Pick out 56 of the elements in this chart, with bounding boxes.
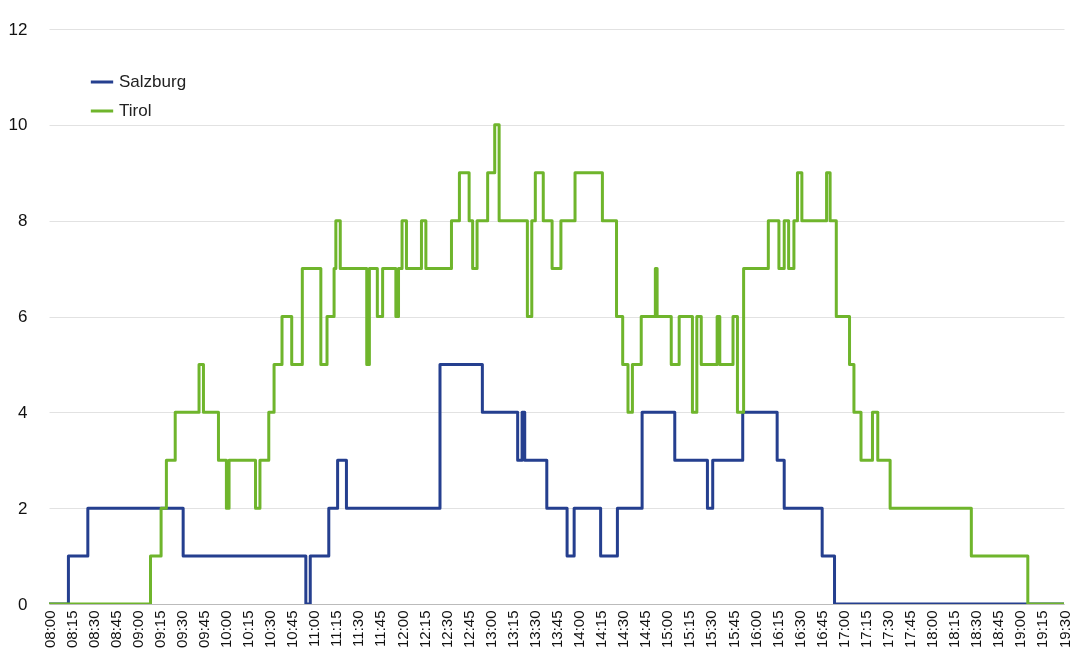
x-tick-label: 10:30 xyxy=(261,610,279,649)
x-tick-label: 12:45 xyxy=(459,610,477,649)
x-tick-label: 15:45 xyxy=(724,610,742,649)
x-tick-label: 11:15 xyxy=(327,610,345,647)
legend-label: Salzburg xyxy=(119,72,187,91)
x-tick-label: 12:15 xyxy=(415,610,433,649)
x-tick-label: 11:45 xyxy=(371,610,389,647)
x-tick-label: 17:00 xyxy=(834,610,852,649)
x-tick-label: 16:30 xyxy=(790,610,808,649)
x-tick-label: 15:00 xyxy=(658,610,676,649)
x-tick-label: 10:45 xyxy=(283,610,301,649)
x-tick-label: 09:30 xyxy=(172,610,190,649)
x-tick-label: 16:45 xyxy=(812,610,830,649)
x-tick-label: 18:45 xyxy=(989,610,1007,649)
x-tick-label: 11:30 xyxy=(349,610,367,647)
x-tick-label: 15:15 xyxy=(680,610,698,649)
x-tick-label: 15:30 xyxy=(702,610,720,649)
x-tick-label: 08:45 xyxy=(106,610,124,649)
x-tick-label: 09:15 xyxy=(150,610,168,649)
x-tick-label: 12:30 xyxy=(437,610,455,649)
x-tick-label: 17:15 xyxy=(856,610,874,649)
x-tick-label: 12:00 xyxy=(393,610,411,649)
x-tick-label: 19:15 xyxy=(1033,610,1051,649)
x-tick-label: 14:15 xyxy=(592,610,610,649)
x-tick-label: 18:15 xyxy=(945,610,963,649)
x-tick-label: 13:15 xyxy=(503,610,521,649)
x-tick-label: 13:30 xyxy=(525,610,543,649)
y-tick-label: 4 xyxy=(18,402,28,422)
x-tick-label: 10:00 xyxy=(217,610,235,649)
x-tick-label: 14:45 xyxy=(636,610,654,649)
y-tick-label: 12 xyxy=(8,19,28,39)
y-tick-label: 8 xyxy=(18,211,28,231)
x-tick-label: 14:30 xyxy=(614,610,632,649)
x-tick-label: 14:00 xyxy=(570,610,588,649)
x-tick-label: 17:45 xyxy=(901,610,919,649)
x-tick-label: 16:15 xyxy=(768,610,786,649)
x-tick-label: 19:00 xyxy=(1011,610,1029,649)
x-tick-label: 13:00 xyxy=(481,610,499,649)
x-tick-label: 18:30 xyxy=(967,610,985,649)
x-tick-label: 19:30 xyxy=(1055,610,1073,649)
x-tick-label: 08:00 xyxy=(40,610,58,649)
x-tick-label: 08:30 xyxy=(84,610,102,649)
x-tick-label: 08:15 xyxy=(62,610,80,649)
x-tick-label: 18:00 xyxy=(923,610,941,649)
x-tick-label: 09:00 xyxy=(128,610,146,649)
x-tick-label: 16:00 xyxy=(746,610,764,649)
legend-label: Tirol xyxy=(119,101,152,120)
x-tick-label: 10:15 xyxy=(239,610,257,649)
x-tick-label: 11:00 xyxy=(305,610,323,647)
x-tick-label: 17:30 xyxy=(878,610,896,649)
y-tick-label: 2 xyxy=(18,498,28,518)
x-tick-label: 09:45 xyxy=(194,610,212,649)
y-tick-label: 0 xyxy=(18,594,28,614)
x-tick-label: 13:45 xyxy=(548,610,565,649)
y-tick-label: 6 xyxy=(18,307,28,326)
y-tick-label: 10 xyxy=(8,115,28,135)
